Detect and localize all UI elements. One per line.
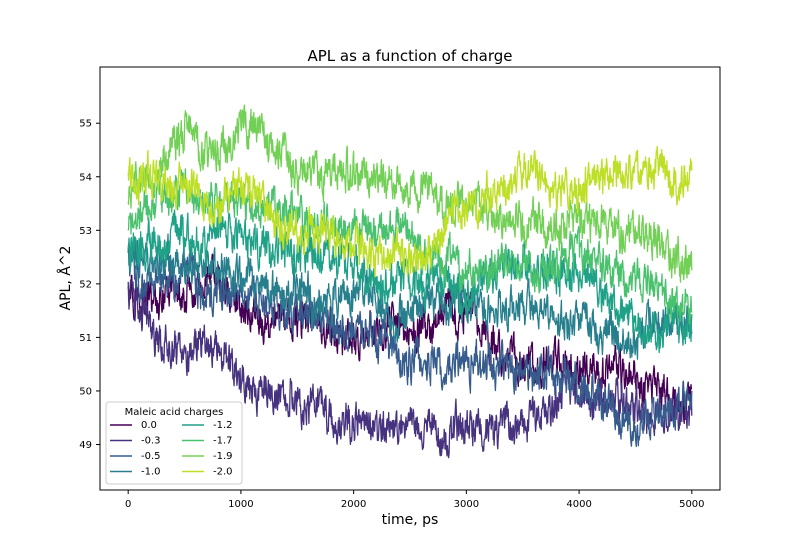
- legend-label: -1.2: [213, 420, 233, 431]
- y-tick-label: 51: [79, 333, 92, 344]
- series-line: [127, 209, 693, 354]
- legend-label: -1.9: [213, 451, 233, 462]
- x-tick-label: 1000: [228, 499, 253, 510]
- y-tick-label: 54: [79, 172, 92, 183]
- y-axis-label: APL, Å^2: [57, 246, 74, 311]
- series-line: [127, 233, 693, 360]
- legend-label: -0.3: [141, 436, 161, 447]
- legend-label: -2.0: [213, 467, 233, 478]
- x-axis-label: time, ps: [382, 512, 439, 528]
- legend-label: -0.5: [141, 451, 161, 462]
- legend-label: -1.0: [141, 467, 161, 478]
- x-tick-label: 0: [125, 499, 131, 510]
- y-axis-ticks: 49 50 51 52 53 54 55: [79, 119, 100, 451]
- legend: Maleic acid charges 0.0 -0.3 -0.5 -1.0 -1.2 -…: [105, 401, 243, 485]
- x-tick-label: 3000: [454, 499, 479, 510]
- legend-label: 0.0: [141, 420, 157, 431]
- y-tick-label: 55: [79, 119, 92, 130]
- series-line: [127, 104, 693, 283]
- series-line: [127, 145, 693, 278]
- y-tick-label: 50: [79, 386, 92, 397]
- series-line: [127, 242, 693, 448]
- x-tick-label: 4000: [566, 499, 591, 510]
- chart-title: APL as a function of charge: [307, 47, 512, 65]
- y-tick-label: 53: [79, 226, 92, 237]
- x-tick-label: 5000: [679, 499, 704, 510]
- series-layer: [127, 104, 693, 459]
- legend-title: Maleic acid charges: [125, 407, 224, 418]
- y-tick-label: 52: [79, 279, 92, 290]
- legend-box: [105, 401, 243, 485]
- legend-items: 0.0 -0.3 -0.5 -1.0 -1.2 -1.7 -1.9 -2.0: [110, 420, 233, 478]
- plot-frame: [99, 66, 721, 491]
- legend-label: -1.7: [213, 436, 233, 447]
- x-tick-label: 2000: [341, 499, 366, 510]
- y-tick-label: 49: [79, 440, 92, 451]
- x-axis-ticks: 0 1000 2000 3000 4000 5000: [125, 490, 705, 510]
